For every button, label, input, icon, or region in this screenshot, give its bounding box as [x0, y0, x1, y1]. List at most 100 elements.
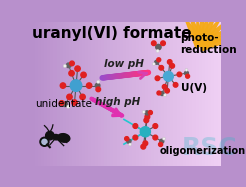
- Circle shape: [156, 44, 161, 50]
- Circle shape: [157, 91, 161, 95]
- Circle shape: [97, 80, 100, 83]
- Text: oligomerization: oligomerization: [159, 146, 245, 156]
- Circle shape: [67, 94, 72, 100]
- Circle shape: [80, 94, 85, 100]
- Bar: [120, 22, 124, 166]
- Circle shape: [69, 70, 74, 76]
- Circle shape: [152, 62, 155, 65]
- Bar: [173, 22, 177, 166]
- Bar: [142, 22, 146, 166]
- Circle shape: [144, 118, 149, 123]
- Polygon shape: [195, 16, 208, 47]
- Polygon shape: [196, 19, 205, 46]
- Bar: [82, 22, 86, 166]
- Text: photo-
reduction: photo- reduction: [180, 33, 237, 55]
- Bar: [44, 22, 48, 166]
- Bar: [161, 22, 165, 166]
- Bar: [136, 22, 139, 166]
- Circle shape: [170, 64, 174, 68]
- Bar: [66, 22, 70, 166]
- Bar: [164, 22, 168, 166]
- Circle shape: [133, 135, 138, 140]
- Bar: [177, 22, 181, 166]
- Circle shape: [145, 111, 149, 115]
- Bar: [186, 22, 190, 166]
- Ellipse shape: [58, 134, 70, 142]
- Bar: [41, 22, 45, 166]
- Bar: [208, 22, 212, 166]
- Circle shape: [127, 139, 131, 143]
- Circle shape: [70, 61, 74, 66]
- Polygon shape: [200, 40, 233, 51]
- Circle shape: [173, 83, 178, 87]
- Bar: [202, 22, 206, 166]
- Bar: [126, 22, 130, 166]
- Bar: [47, 22, 51, 166]
- Circle shape: [86, 83, 92, 88]
- Circle shape: [185, 68, 188, 71]
- Bar: [151, 22, 155, 166]
- Circle shape: [160, 92, 164, 96]
- Circle shape: [143, 141, 148, 146]
- Bar: [199, 22, 203, 166]
- Bar: [148, 22, 152, 166]
- Circle shape: [152, 41, 156, 46]
- Bar: [189, 22, 193, 166]
- Circle shape: [153, 124, 158, 128]
- Circle shape: [63, 102, 68, 107]
- Circle shape: [142, 111, 145, 114]
- Polygon shape: [197, 18, 221, 48]
- Bar: [34, 22, 38, 166]
- Bar: [38, 22, 42, 166]
- Circle shape: [157, 58, 161, 62]
- Circle shape: [60, 83, 66, 88]
- Bar: [183, 22, 187, 166]
- Bar: [192, 22, 196, 166]
- Circle shape: [140, 127, 150, 137]
- Circle shape: [41, 139, 48, 145]
- Circle shape: [161, 41, 165, 46]
- Circle shape: [63, 64, 67, 68]
- Circle shape: [70, 80, 82, 91]
- Bar: [215, 22, 218, 166]
- Bar: [196, 22, 200, 166]
- Bar: [211, 22, 215, 166]
- Bar: [76, 22, 79, 166]
- Circle shape: [145, 114, 150, 119]
- Circle shape: [125, 137, 129, 141]
- Bar: [218, 22, 222, 166]
- Circle shape: [141, 144, 146, 149]
- Circle shape: [81, 72, 86, 78]
- Circle shape: [186, 74, 190, 78]
- Bar: [94, 22, 98, 166]
- Polygon shape: [189, 11, 204, 47]
- Circle shape: [164, 94, 167, 97]
- Bar: [57, 22, 61, 166]
- Circle shape: [95, 83, 100, 88]
- Bar: [139, 22, 143, 166]
- Text: RSC: RSC: [182, 136, 238, 160]
- Bar: [180, 22, 184, 166]
- Bar: [63, 22, 67, 166]
- Bar: [117, 22, 121, 166]
- Circle shape: [164, 71, 173, 81]
- Bar: [205, 22, 209, 166]
- Circle shape: [155, 60, 159, 64]
- Bar: [79, 22, 83, 166]
- Circle shape: [59, 101, 64, 105]
- Bar: [85, 22, 89, 166]
- Bar: [98, 22, 102, 166]
- Circle shape: [177, 72, 182, 77]
- Polygon shape: [200, 31, 238, 49]
- Circle shape: [184, 71, 188, 75]
- Text: uranyl(VI) formate: uranyl(VI) formate: [32, 25, 192, 41]
- Bar: [113, 22, 117, 166]
- Circle shape: [162, 137, 165, 140]
- Polygon shape: [198, 30, 226, 51]
- Circle shape: [66, 105, 70, 108]
- Circle shape: [96, 87, 101, 92]
- Polygon shape: [198, 1, 204, 46]
- Bar: [154, 22, 158, 166]
- Bar: [123, 22, 127, 166]
- Circle shape: [160, 139, 164, 143]
